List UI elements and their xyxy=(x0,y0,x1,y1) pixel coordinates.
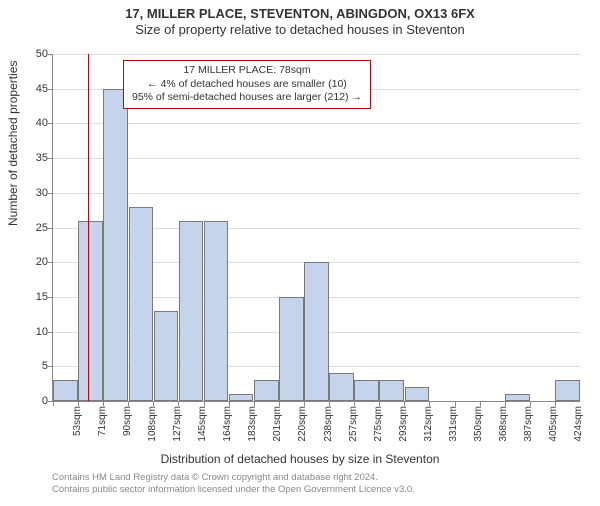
annotation-box: 17 MILLER PLACE: 78sqm← 4% of detached h… xyxy=(123,60,371,109)
x-tick-label: 257sqm xyxy=(348,406,359,456)
x-tick-label: 350sqm xyxy=(473,406,484,456)
chart-area: 0510152025303540455053sqm71sqm90sqm108sq… xyxy=(52,54,580,402)
x-tick-mark xyxy=(404,401,405,406)
y-tick-label: 5 xyxy=(18,360,48,372)
histogram-bar xyxy=(129,207,154,401)
y-tick-label: 25 xyxy=(18,222,48,234)
y-tick-mark xyxy=(48,89,53,90)
x-tick-mark xyxy=(455,401,456,406)
y-tick-label: 45 xyxy=(18,83,48,95)
y-tick-label: 30 xyxy=(18,187,48,199)
y-tick-mark xyxy=(48,228,53,229)
y-tick-label: 0 xyxy=(18,395,48,407)
x-tick-mark xyxy=(178,401,179,406)
x-tick-label: 424sqm xyxy=(573,406,584,456)
x-tick-label: 71sqm xyxy=(97,406,108,456)
grid-line xyxy=(53,193,580,194)
annotation-line: ← 4% of detached houses are smaller (10) xyxy=(132,78,362,92)
y-tick-label: 40 xyxy=(18,117,48,129)
x-tick-label: 368sqm xyxy=(498,406,509,456)
y-tick-mark xyxy=(48,193,53,194)
x-tick-label: 387sqm xyxy=(523,406,534,456)
footer-attribution: Contains HM Land Registry data © Crown c… xyxy=(52,472,415,496)
x-tick-mark xyxy=(204,401,205,406)
x-tick-label: 201sqm xyxy=(272,406,283,456)
plot-area: 0510152025303540455053sqm71sqm90sqm108sq… xyxy=(52,54,580,402)
x-tick-mark xyxy=(304,401,305,406)
histogram-bar xyxy=(279,297,304,401)
x-tick-label: 127sqm xyxy=(172,406,183,456)
histogram-bar xyxy=(78,221,103,401)
x-tick-mark xyxy=(379,401,380,406)
histogram-bar xyxy=(354,380,379,401)
annotation-line: 17 MILLER PLACE: 78sqm xyxy=(132,64,362,78)
x-tick-label: 220sqm xyxy=(297,406,308,456)
footer-line-2: Contains public sector information licen… xyxy=(52,484,415,496)
x-tick-label: 331sqm xyxy=(448,406,459,456)
x-tick-label: 90sqm xyxy=(122,406,133,456)
y-tick-label: 50 xyxy=(18,48,48,60)
x-tick-mark xyxy=(78,401,79,406)
x-tick-mark xyxy=(480,401,481,406)
x-tick-mark xyxy=(53,401,54,406)
x-tick-mark xyxy=(354,401,355,406)
histogram-bar xyxy=(53,380,78,401)
x-tick-label: 405sqm xyxy=(548,406,559,456)
histogram-bar xyxy=(379,380,404,401)
y-axis-label: Number of detached properties xyxy=(6,61,20,226)
histogram-bar xyxy=(405,387,430,401)
x-tick-mark xyxy=(103,401,104,406)
y-tick-label: 20 xyxy=(18,256,48,268)
x-tick-mark xyxy=(279,401,280,406)
x-tick-label: 145sqm xyxy=(197,406,208,456)
x-tick-mark xyxy=(429,401,430,406)
chart-subtitle: Size of property relative to detached ho… xyxy=(0,22,600,37)
x-tick-mark xyxy=(530,401,531,406)
y-tick-mark xyxy=(48,158,53,159)
x-tick-mark xyxy=(153,401,154,406)
grid-line xyxy=(53,158,580,159)
chart-title-address: 17, MILLER PLACE, STEVENTON, ABINGDON, O… xyxy=(0,6,600,21)
y-tick-mark xyxy=(48,123,53,124)
x-tick-label: 238sqm xyxy=(323,406,334,456)
x-tick-label: 164sqm xyxy=(222,406,233,456)
y-tick-mark xyxy=(48,262,53,263)
y-tick-mark xyxy=(48,297,53,298)
x-tick-mark xyxy=(505,401,506,406)
annotation-line: 95% of semi-detached houses are larger (… xyxy=(132,91,362,105)
histogram-bar xyxy=(254,380,279,401)
reference-line xyxy=(88,54,89,401)
x-tick-label: 275sqm xyxy=(373,406,384,456)
x-tick-label: 53sqm xyxy=(72,406,83,456)
x-tick-label: 293sqm xyxy=(398,406,409,456)
histogram-bar xyxy=(154,311,179,401)
x-tick-mark xyxy=(329,401,330,406)
y-tick-mark xyxy=(48,366,53,367)
footer-line-1: Contains HM Land Registry data © Crown c… xyxy=(52,472,415,484)
y-tick-label: 15 xyxy=(18,291,48,303)
x-tick-mark xyxy=(229,401,230,406)
y-tick-label: 10 xyxy=(18,326,48,338)
x-tick-mark xyxy=(555,401,556,406)
histogram-bar xyxy=(329,373,354,401)
histogram-bar xyxy=(179,221,204,401)
x-tick-label: 108sqm xyxy=(147,406,158,456)
x-tick-label: 183sqm xyxy=(247,406,258,456)
y-tick-mark xyxy=(48,332,53,333)
histogram-bar xyxy=(204,221,229,401)
x-tick-label: 312sqm xyxy=(423,406,434,456)
histogram-bar xyxy=(103,89,128,401)
x-tick-mark xyxy=(128,401,129,406)
x-axis-label: Distribution of detached houses by size … xyxy=(0,452,600,466)
histogram-bar xyxy=(304,262,329,401)
histogram-bar xyxy=(505,394,530,401)
y-tick-label: 35 xyxy=(18,152,48,164)
y-tick-mark xyxy=(48,54,53,55)
grid-line xyxy=(53,54,580,55)
grid-line xyxy=(53,123,580,124)
histogram-bar xyxy=(229,394,254,401)
x-tick-mark xyxy=(254,401,255,406)
histogram-bar xyxy=(555,380,580,401)
